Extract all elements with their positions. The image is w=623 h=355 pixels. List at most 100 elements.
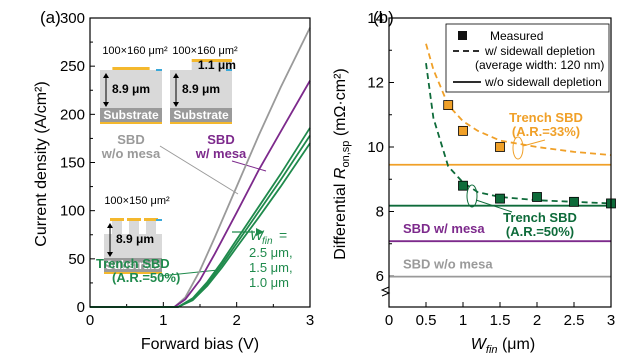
sbd-mesa-label: SBD (207, 132, 234, 147)
y-tick-label: 300 (60, 10, 85, 27)
arrow-head (103, 73, 109, 78)
y-tick-label: 250 (60, 58, 85, 75)
panel-a-label: (a) (40, 8, 61, 27)
mesa (191, 62, 232, 72)
trench33-ar-label: (A.R.=33%) (512, 124, 580, 139)
substrate-label: Substrate (173, 108, 229, 122)
x-tick-label: 2 (232, 312, 240, 329)
y-tick-label: 50 (68, 251, 85, 268)
legend-box (445, 23, 610, 93)
drift-layer (170, 70, 232, 108)
x-tick-label: 3 (306, 312, 314, 329)
y-tick-label: 150 (60, 155, 85, 172)
wfin-value: 2.5 μm, (249, 245, 293, 260)
x-axis-label: Wfin (μm) (471, 336, 535, 355)
trench50-ar-label: (A.R.=50%) (506, 224, 574, 239)
sbd-no-mesa-label: w/o mesa (101, 146, 161, 161)
y-tick-label: 200 (60, 106, 85, 123)
trench-ar-label: (A.R.=50%) (112, 270, 180, 285)
arrow-head (107, 223, 113, 228)
passivation (156, 69, 162, 71)
x-tick-label: 0 (385, 312, 393, 329)
cathode-metal (170, 122, 232, 124)
cathode-metal (104, 272, 162, 274)
x-axis-label: Forward bias (V) (141, 336, 259, 353)
wfin-value: 1.0 μm (249, 275, 289, 290)
device-inset: Substrate 8.9 μm 100×150 μm² (104, 195, 170, 274)
leader-line (159, 145, 239, 195)
drift-layer (100, 70, 162, 108)
x-tick-label: 0 (86, 312, 94, 329)
substrate-label: Substrate (105, 258, 161, 272)
arrow-head (103, 102, 109, 107)
thickness-label: 8.9 μm (116, 232, 154, 246)
series-line-sbd_mesa (90, 80, 311, 308)
y-tick-label: 100 (60, 203, 85, 220)
legend-label-no-sidewall: w/o sidewall depletion (484, 75, 602, 89)
y-tick-label: 10 (367, 139, 384, 156)
series-lines (90, 27, 311, 308)
sidewall-fit-line (425, 63, 612, 205)
y-axis-label: Current density (A/cm²) (33, 81, 50, 246)
panel-a: (a) Current density (A/cm²) Forward bias… (33, 8, 314, 353)
series-line-trench_1_0 (90, 142, 311, 308)
substrate-layer (104, 258, 162, 272)
sbd-mesa-label: w/ mesa (195, 146, 247, 161)
plot-area: Substrate 8.9 μm 100×160 μm² Substrate 8.9 μ… (96, 45, 293, 290)
y-axis-label: Differential Ron,sp (mΩ·cm²) (332, 68, 352, 260)
leader-line (475, 199, 513, 213)
area-label: 100×150 μm² (104, 195, 170, 207)
substrate-layer (170, 108, 232, 122)
y-tick-label: 12 (367, 75, 384, 92)
arrow-head (173, 102, 179, 107)
measured-marker (495, 142, 505, 152)
fin (129, 220, 139, 234)
legend-label-sidewall: w/ sidewall depletion (484, 44, 595, 58)
sbd-no-mesa-label: SBD (117, 132, 144, 147)
sidewall-fit-line (425, 43, 612, 156)
trench33-label: Trench SBD (509, 110, 583, 125)
trench-label: Trench SBD (96, 256, 170, 271)
trench50-label: Trench SBD (503, 210, 577, 225)
area-label: 100×160 μm² (172, 45, 238, 57)
substrate-layer (100, 108, 162, 122)
panel-b: (b) Differential Ron,sp (mΩ·cm²) Wfin (μ… (332, 8, 616, 355)
group-ellipse (466, 184, 478, 208)
cathode-metal (100, 122, 162, 124)
wfin-value: 1.5 μm, (249, 260, 293, 275)
measured-marker (532, 192, 542, 202)
measured-marker (495, 193, 505, 204)
x-axis-label-text: Wfin (μm) (471, 336, 535, 355)
thickness-label: 8.9 μm (182, 82, 220, 96)
measured-marker (569, 196, 579, 207)
wfin-subscript: fin (262, 236, 273, 247)
mesa-height-label: 1.1 μm (198, 58, 236, 72)
y-tick-label: 6 (376, 268, 384, 285)
x-tick-label: 2.5 (564, 312, 585, 329)
x-tick-label: 1 (459, 312, 467, 329)
x-tick-label: 1 (159, 312, 167, 329)
fin (112, 220, 122, 234)
legend-marker-measured (458, 31, 467, 40)
legend-label-average-width: (average width: 120 nm) (475, 58, 604, 72)
thickness-label: 8.9 μm (112, 82, 150, 96)
y-tick-label: 14 (367, 10, 384, 27)
anode-metal (110, 218, 124, 221)
reference-label: SBD w/o mesa (403, 257, 493, 272)
x-tick-label: 3 (607, 312, 615, 329)
measured-marker (458, 125, 468, 136)
area-label: 100×160 μm² (102, 45, 168, 57)
equals-sign: = (279, 227, 287, 243)
anode-metal (112, 67, 150, 70)
substrate-label: Substrate (103, 108, 159, 122)
leader-line (231, 160, 267, 172)
x-tick-label: 2 (533, 312, 541, 329)
wfin-annotation: Wfin=2.5 μm,1.5 μm,1.0 μm (232, 227, 293, 290)
y-axis-label-text: Differential Ron,sp (mΩ·cm²) (332, 68, 352, 260)
axis-ticks: 0 0.5 1 1.5 2 2.5 3 6 8 10 12 14 (367, 10, 615, 329)
